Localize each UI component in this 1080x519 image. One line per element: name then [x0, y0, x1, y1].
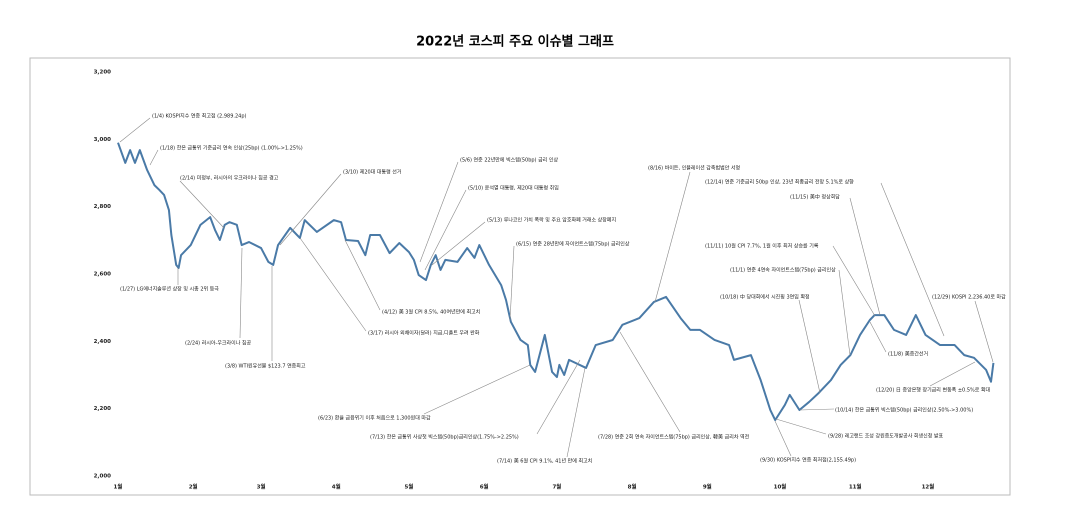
annotation: (4/12) 美 3월 CPI 8.5%, 40여년만에 최고치 — [382, 309, 480, 316]
y-tick-label: 2,600 — [94, 272, 112, 278]
annotation-leader — [775, 418, 827, 435]
x-tick-label: 4월 — [332, 483, 341, 491]
annotation-leader — [179, 180, 225, 229]
annotation: (12/14) 연준 기준금리 50bp 인상, 23년 최종금리 전망 5.1… — [705, 179, 854, 186]
annotation-leader — [832, 245, 876, 317]
x-tick-label: 6월 — [480, 483, 489, 491]
annotation: (3/8) WTI원유선물 $123.7 연중최고 — [225, 363, 306, 370]
annotation-leader — [654, 171, 691, 303]
annotation-leader — [838, 269, 851, 356]
annotation: (3/17) 러시아 외채이자(달러) 지급,디폴트 우려 완화 — [368, 330, 480, 337]
annotation-leader — [619, 331, 681, 433]
x-tick-label: 1월 — [114, 483, 123, 491]
y-tick-label: 2,800 — [94, 204, 112, 210]
annotation-leader — [798, 299, 821, 394]
annotation: (5/6) 연준 22년만에 빅스텝(50bp) 금리 인상 — [460, 157, 558, 164]
x-tick-label: 11월 — [849, 483, 862, 491]
x-tick-label: 12월 — [922, 483, 935, 491]
y-tick-label: 2,000 — [94, 474, 112, 480]
annotation: (1/27) LG에너지솔루션 상장 및 시총 2위 등극 — [120, 286, 219, 293]
x-tick-label: 9월 — [703, 483, 712, 491]
y-tick-label: 2,200 — [94, 406, 112, 412]
annotation: (1/4) KOSPI지수 연중 최고점 (2,989.24p) — [152, 113, 247, 120]
annotation-leader — [566, 367, 586, 458]
annotation-leader — [799, 408, 835, 411]
annotation-leader — [869, 321, 887, 353]
annotation-leader — [239, 247, 243, 339]
annotation: (7/13) 한은 금통위 사상첫 빅스텝(50bp)금리인상(1.75%->2… — [370, 434, 519, 441]
annotation: (1/18) 한은 금통위 기준금리 연속 인상(25bp) (1.00%->1… — [160, 145, 303, 152]
annotation-leader — [279, 173, 342, 246]
annotation: (5/10) 윤석열 대통령, 제20대 대통령 취임 — [468, 185, 559, 192]
y-tick-label: 3,000 — [94, 137, 112, 143]
annotation: (7/14) 美 6월 CPI 9.1%, 41년 만에 최고치 — [497, 458, 592, 465]
chart-frame — [29, 57, 1011, 496]
annotation-leader — [509, 245, 515, 321]
annotation-leader — [149, 149, 159, 166]
annotation: (11/11) 10월 CPI 7.7%, 1월 이후 최저 상승률 기록 — [705, 243, 819, 250]
annotation-leader — [119, 117, 151, 143]
annotation: (11/8) 美중간선거 — [888, 351, 928, 358]
annotation: (7/28) 연준 2회 연속 자이언트스텝(75bp) 금리인상, 韓美 금리… — [598, 434, 750, 441]
annotation: (9/30) KOSPI지수 연중 최저점(2,155.49p) — [760, 457, 856, 464]
annotation: (2/24) 러시아-우크라이나 침공 — [185, 340, 252, 347]
annotation: (2/14) 미정부, 러시아의 우크라이나 침공 경고 — [180, 175, 279, 182]
annotation: (10/18) 中 당대회에서 시진핑 3연임 확정 — [720, 294, 810, 301]
annotation: (9/28) 레고랜드 조성 강원중도개발공사 회생신청 발표 — [828, 433, 943, 440]
x-tick-label: 5월 — [405, 483, 414, 491]
chart-title: 2022년 코스피 주요 이슈별 그래프 — [416, 34, 614, 50]
annotation: (5/13) 루나코인 가치 폭락 및 주요 암호화폐 거래소 상장폐지 — [487, 217, 616, 224]
annotation-leader — [536, 359, 581, 435]
y-tick-label: 2,400 — [94, 339, 112, 345]
annotation-leader — [774, 420, 792, 457]
x-tick-label: 10월 — [774, 483, 787, 491]
annotation: (6/15) 연준 28년만에 자이언트스텝(75bp) 금리인상 — [516, 241, 630, 248]
annotation-leader — [974, 300, 994, 363]
annotation-leader — [419, 161, 459, 263]
annotation: (12/20) 日 중앙은행 장기금리 변동폭 ±0.5%로 확대 — [876, 387, 991, 394]
annotation: (6/23) 환율 금융위기 이후 처음으로 1,300원대 마감 — [318, 415, 431, 422]
annotation-leader — [299, 237, 367, 332]
annotation: (10/14) 한은 금통위 빅스텝(50bp) 금리인상(2.50%->3.0… — [835, 407, 973, 414]
x-tick-label: 3월 — [257, 483, 266, 491]
annotation-leader — [431, 221, 486, 266]
annotation: (12/29) KOSPI 2,236.40로 마감 — [932, 294, 1006, 301]
x-tick-label: 2월 — [189, 483, 198, 491]
annotation: (3/10) 제20대 대통령 선거 — [343, 169, 401, 176]
annotation: (8/16) 바이든, 인플레이션 감축법법안 서명 — [648, 165, 740, 172]
kospi-line — [117, 142, 995, 422]
annotation: (11/15) 美中 정상회담 — [790, 194, 840, 201]
annotation-leader — [423, 364, 531, 415]
x-tick-label: 8월 — [628, 483, 637, 491]
y-tick-label: 3,200 — [94, 70, 112, 76]
annotation-leader — [929, 361, 976, 387]
annotation-leader — [880, 182, 945, 337]
annotation: (11/1) 연준 4연속 자이언트스텝(75bp) 금리인상 — [730, 267, 836, 274]
x-tick-label: 7월 — [552, 483, 561, 491]
annotation-leader — [344, 239, 381, 311]
annotation-leader — [849, 197, 881, 316]
annotation-leader — [424, 189, 467, 271]
